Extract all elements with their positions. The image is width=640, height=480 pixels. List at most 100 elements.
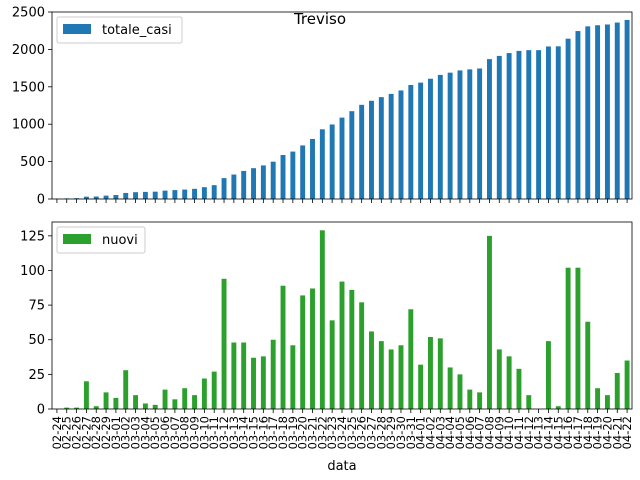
bottom-bar bbox=[388, 349, 394, 409]
bottom-bar bbox=[142, 403, 148, 409]
bottom-ytick-label: 50 bbox=[28, 333, 45, 348]
bottom-xtick-label: 04-02 bbox=[423, 416, 437, 449]
top-bar bbox=[447, 72, 453, 199]
bottom-xtick-label: 04-07 bbox=[473, 416, 487, 449]
top-bar bbox=[319, 129, 325, 199]
bottom-bar bbox=[260, 356, 266, 409]
top-bar bbox=[152, 191, 158, 199]
bottom-xtick-label: 03-03 bbox=[129, 416, 143, 449]
bottom-bar bbox=[319, 230, 325, 409]
bottom-bar bbox=[300, 295, 306, 409]
x-axis-label: data bbox=[327, 459, 356, 474]
bottom-xtick-label: 02-28 bbox=[89, 416, 103, 449]
bottom-xtick-label: 03-06 bbox=[158, 416, 172, 449]
bottom-xtick-label: 02-27 bbox=[79, 416, 93, 449]
bottom-bar bbox=[624, 360, 630, 409]
bottom-bar bbox=[545, 341, 551, 409]
bottom-bar bbox=[604, 395, 610, 409]
bottom-xtick-label: 04-11 bbox=[512, 416, 526, 449]
bottom-bar bbox=[418, 364, 424, 409]
bottom-bar bbox=[241, 342, 247, 409]
bottom-xtick-label: 04-04 bbox=[443, 416, 457, 449]
bottom-xtick-label: 03-14 bbox=[237, 416, 251, 449]
top-bar bbox=[182, 189, 188, 199]
top-bar bbox=[241, 170, 247, 199]
bottom-xtick-label: 04-22 bbox=[620, 416, 634, 449]
bottom-xtick-label: 04-03 bbox=[433, 416, 447, 449]
top-ytick-label: 1000 bbox=[12, 118, 45, 133]
bottom-bar bbox=[437, 338, 443, 409]
bottom-xtick-label: 03-29 bbox=[384, 416, 398, 449]
bottom-bar bbox=[349, 289, 355, 409]
top-bar bbox=[398, 90, 404, 199]
bottom-ytick-label: 75 bbox=[28, 299, 45, 314]
bottom-xtick-label: 03-27 bbox=[364, 416, 378, 449]
top-bar bbox=[83, 196, 89, 199]
top-bar bbox=[604, 24, 610, 199]
bottom-bar bbox=[506, 356, 512, 409]
top-bar bbox=[93, 196, 99, 199]
top-bar bbox=[388, 93, 394, 199]
bottom-bar bbox=[378, 341, 384, 409]
bottom-bar bbox=[595, 388, 601, 409]
top-bar bbox=[378, 97, 384, 199]
bottom-ytick-label: 125 bbox=[20, 229, 45, 244]
bottom-bar bbox=[270, 339, 276, 409]
top-legend-swatch bbox=[63, 24, 91, 34]
top-legend-box bbox=[56, 16, 183, 44]
bottom-bar bbox=[457, 374, 463, 409]
top-bar bbox=[624, 19, 630, 199]
bottom-xtick-label: 04-01 bbox=[414, 416, 428, 449]
bottom-xtick-label: 04-06 bbox=[463, 416, 477, 449]
bottom-xtick-label: 03-26 bbox=[355, 416, 369, 449]
bottom-xtick-label: 02-26 bbox=[70, 416, 84, 449]
top-ytick-label: 1500 bbox=[12, 80, 45, 95]
top-bar bbox=[339, 117, 345, 199]
bottom-legend: nuovi bbox=[56, 226, 146, 254]
bottom-bar bbox=[575, 267, 581, 409]
bottom-xtick-label: 03-09 bbox=[188, 416, 202, 449]
bottom-xtick-label: 04-18 bbox=[581, 416, 595, 449]
bottom-xtick-label: 04-16 bbox=[561, 416, 575, 449]
bottom-xtick-label: 03-28 bbox=[374, 416, 388, 449]
top-ytick-label: 2500 bbox=[12, 6, 45, 21]
top-bar bbox=[457, 70, 463, 200]
bottom-bar bbox=[93, 406, 99, 409]
bottom-bar bbox=[487, 235, 492, 409]
bottom-bar bbox=[398, 345, 404, 409]
top-bar bbox=[123, 192, 129, 199]
bottom-bar bbox=[428, 336, 433, 409]
top-bar bbox=[172, 190, 178, 199]
top-bar bbox=[231, 174, 237, 199]
top-bar bbox=[74, 198, 80, 199]
bottom-bar bbox=[565, 267, 571, 409]
top-bar bbox=[487, 59, 492, 200]
bottom-xtick-label: 04-14 bbox=[541, 416, 555, 449]
bottom-bar bbox=[477, 392, 483, 409]
bottom-xtick-label: 04-15 bbox=[551, 416, 565, 449]
top-ytick-label: 0 bbox=[37, 193, 45, 208]
chart-title: Treviso bbox=[293, 10, 346, 28]
bottom-bar bbox=[251, 357, 256, 409]
bottom-xtick-label: 04-17 bbox=[571, 416, 585, 449]
top-bar bbox=[260, 165, 266, 199]
bottom-xtick-label: 04-09 bbox=[492, 416, 506, 449]
top-bar bbox=[310, 138, 315, 199]
bottom-xtick-label: 03-08 bbox=[178, 416, 192, 449]
top-bar bbox=[575, 31, 581, 199]
bottom-legend-swatch bbox=[63, 234, 91, 244]
top-bar bbox=[201, 187, 207, 199]
bottom-xtick-label: 03-15 bbox=[247, 416, 261, 449]
bottom-bar bbox=[192, 395, 197, 409]
bottom-bar bbox=[290, 345, 296, 409]
top-bar bbox=[251, 168, 256, 199]
bottom-bar bbox=[152, 404, 158, 409]
bottom-bar bbox=[201, 378, 207, 409]
bottom-xtick-label: 04-12 bbox=[522, 416, 536, 449]
top-bar bbox=[428, 78, 433, 199]
bottom-xtick-label: 02-29 bbox=[99, 416, 113, 449]
top-bar bbox=[162, 190, 168, 199]
bottom-xtick-label: 03-07 bbox=[168, 416, 182, 449]
bottom-bar bbox=[496, 349, 502, 409]
